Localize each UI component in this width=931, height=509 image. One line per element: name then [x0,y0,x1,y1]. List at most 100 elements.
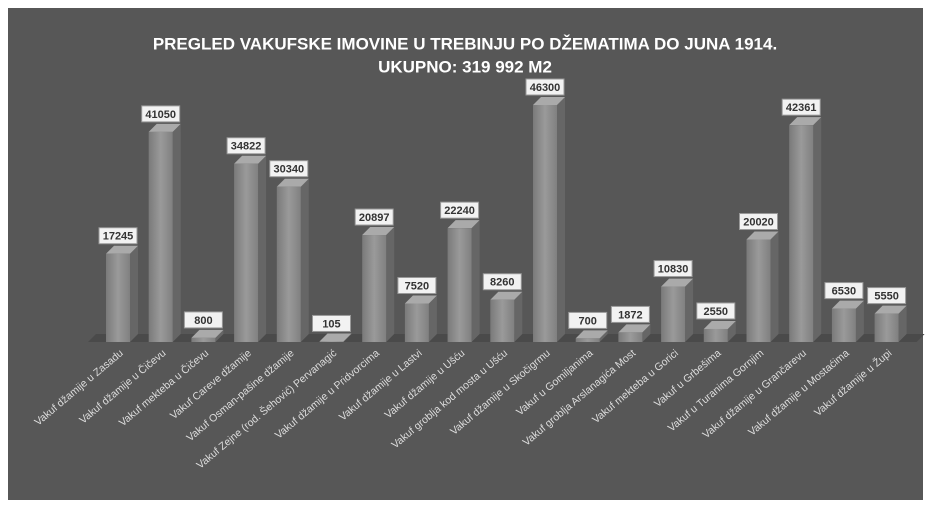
bar-top [148,123,181,132]
value-label: 46300 [530,82,561,94]
bar-top [319,333,352,342]
bar-front [191,337,216,342]
bar-side [642,324,651,342]
bar [319,333,352,342]
bar-top [533,97,565,105]
bar-front [533,105,557,342]
bar-top [362,227,395,236]
value-label-box [739,213,778,231]
bar-top [661,278,694,287]
bar-side [471,220,480,342]
bar-side [685,278,694,342]
bar-side [813,117,822,342]
bar [575,330,608,342]
bar [447,220,480,342]
value-label-box [653,260,693,278]
value-label: 41050 [145,109,176,121]
bar-front [362,235,387,342]
value-label: 1872 [618,309,642,321]
bar-front [319,341,344,342]
value-label-box [824,282,864,300]
value-label-box [397,277,437,295]
bar-side [343,333,352,342]
value-label-box [312,314,351,332]
value-label-box [610,305,650,323]
bar-front [789,125,814,342]
bar-side [428,295,437,342]
bar-top [618,324,651,333]
value-label-box [183,311,223,329]
value-label: 105 [322,318,340,330]
value-label-box [226,137,266,155]
bar [106,245,138,342]
bar-front [234,163,259,342]
value-label-box [98,227,138,245]
bar-side [599,330,608,342]
bar-side [514,291,523,342]
value-label: 22240 [444,205,475,217]
bar-front [276,186,301,342]
bar [703,320,736,342]
bar-top [234,155,267,164]
bar-side [258,155,267,342]
value-label: 6530 [832,285,856,297]
bar [874,305,907,342]
value-label-box [269,160,309,178]
value-label: 2550 [704,306,728,318]
bar [661,278,694,342]
bar-side [130,245,138,342]
bar-front [106,253,130,342]
bar-side [770,231,779,342]
bar-side [727,320,736,342]
bar [618,324,651,342]
bar-top [404,295,437,304]
value-label: 20897 [359,212,390,224]
value-label: 10830 [658,263,689,275]
bar-front [447,228,472,342]
bar-side [215,329,224,342]
bar-top [746,231,779,240]
value-label: 17245 [103,231,134,243]
bar [362,227,395,342]
bar-side [172,123,181,342]
value-label-box [696,302,736,320]
bar-side [386,227,395,342]
bar-front [490,299,515,342]
chart-subtitle: UKUPNO: 319 992 M2 [378,57,552,76]
value-label: 30340 [274,164,305,176]
value-label-box [440,201,480,219]
value-label: 5550 [874,290,898,302]
value-label-box [867,287,907,305]
bar-side [855,300,864,342]
bar-front [746,239,771,342]
value-label-box [482,273,522,291]
bar-side [300,178,309,342]
value-label: 800 [194,315,212,327]
bar-front [703,328,728,342]
bar [533,97,565,342]
bar-top [106,245,138,254]
value-label-box [568,311,608,329]
bar-top [789,117,822,126]
bar-top [447,220,480,229]
bar [148,123,181,342]
bar-side [557,97,565,342]
bar-top [490,291,523,300]
bar-top [703,320,736,329]
value-label: 700 [579,315,597,327]
bar-front [575,338,600,342]
bar-front [148,131,173,342]
bar [831,300,864,342]
value-label-box [354,208,394,226]
bar [490,291,523,342]
bar-front [618,332,643,342]
bar-top [831,300,864,309]
bar [746,231,779,342]
bar [404,295,437,342]
value-label-box [141,105,181,123]
chart-title: PREGLED VAKUFSKE IMOVINE U TREBINJU PO D… [153,34,777,53]
value-label: 20020 [743,216,774,228]
bar-top [276,178,309,187]
value-label: 7520 [405,280,429,292]
